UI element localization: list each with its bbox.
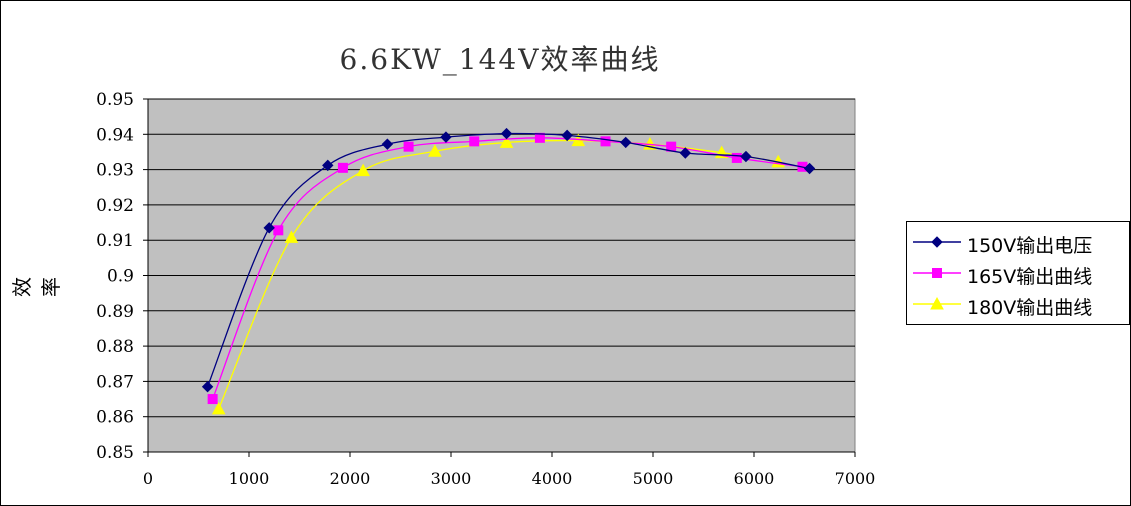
legend-marker — [931, 236, 943, 248]
x-tick-label: 2000 — [330, 469, 371, 488]
x-tick-label: 0 — [143, 469, 153, 488]
x-tick-label: 1000 — [229, 469, 270, 488]
x-tick-label: 4000 — [532, 469, 573, 488]
y-tick-label: 0.91 — [96, 231, 134, 251]
data-point — [427, 144, 442, 157]
legend-marker — [930, 296, 944, 310]
legend-item: 165V输出曲线 — [907, 258, 1127, 288]
data-point — [322, 159, 334, 172]
data-point — [740, 150, 752, 163]
data-point — [499, 135, 514, 148]
data-point — [201, 380, 214, 393]
data-point — [207, 394, 218, 405]
y-tick-label: 0.88 — [96, 337, 134, 357]
data-point — [273, 225, 284, 236]
data-point — [440, 131, 452, 143]
data-point — [356, 163, 370, 177]
x-tick-label: 6000 — [734, 469, 775, 488]
data-point — [679, 147, 692, 159]
data-point — [534, 132, 545, 143]
data-point — [381, 138, 394, 150]
legend-swatch — [913, 236, 961, 248]
y-tick-label: 0.9 — [107, 267, 134, 287]
y-tick-label: 0.85 — [96, 443, 134, 463]
legend-swatch — [913, 296, 961, 310]
data-point — [403, 141, 414, 152]
data-point — [211, 401, 226, 415]
data-point — [561, 129, 573, 142]
data-point — [620, 136, 632, 149]
y-tick-label: 0.94 — [96, 125, 134, 145]
legend-marker — [932, 268, 942, 278]
y-tick-label: 0.95 — [96, 90, 134, 110]
y-tick-label: 0.93 — [96, 161, 134, 181]
legend: 150V输出电压 165V输出曲线 180V输出曲线 — [906, 221, 1130, 325]
y-tick-label: 0.89 — [96, 302, 134, 322]
y-tick-label: 0.86 — [96, 408, 134, 428]
y-tick-label: 0.87 — [96, 372, 134, 392]
data-point — [600, 136, 611, 147]
data-point — [284, 230, 299, 243]
legend-item: 150V输出电压 — [907, 227, 1127, 257]
legend-label: 165V输出曲线 — [967, 266, 1093, 288]
series-line — [206, 132, 810, 387]
legend-label: 150V输出电压 — [967, 235, 1093, 257]
x-tick-label: 7000 — [835, 469, 876, 488]
x-tick-label: 3000 — [431, 469, 472, 488]
y-tick-label: 0.92 — [96, 196, 134, 216]
legend-label: 180V输出曲线 — [967, 297, 1093, 319]
data-point — [500, 127, 513, 140]
data-point — [263, 222, 275, 234]
data-point — [469, 136, 480, 147]
data-point — [731, 152, 742, 163]
data-point — [803, 162, 816, 175]
chart-title: 6.6KW_144V效率曲线 — [339, 43, 661, 76]
legend-swatch — [913, 268, 961, 278]
x-tick-label: 5000 — [633, 469, 674, 488]
legend-item: 180V输出曲线 — [907, 289, 1127, 319]
data-point — [337, 162, 348, 173]
series-line — [212, 137, 803, 400]
